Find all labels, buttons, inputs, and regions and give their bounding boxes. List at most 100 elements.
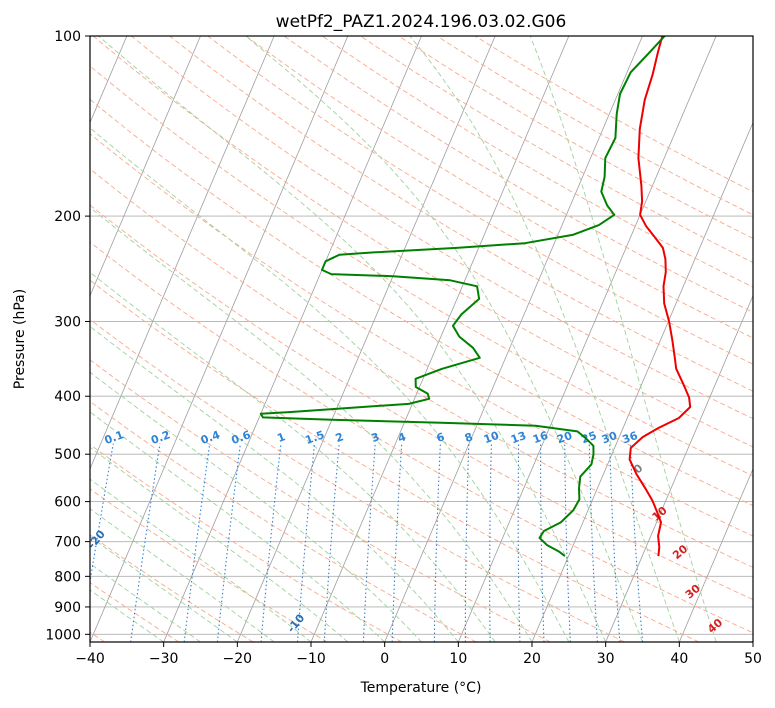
y-tick-label: 400 bbox=[54, 389, 81, 405]
dry-adiabat-line bbox=[436, 36, 753, 216]
y-tick-label: 300 bbox=[54, 314, 81, 330]
x-tick-label: 30 bbox=[597, 651, 615, 667]
mixing-ratio-line bbox=[260, 443, 282, 642]
mixing-ratio-line bbox=[391, 443, 403, 642]
moist-adiabat-line bbox=[90, 536, 238, 642]
x-axis-label: Temperature (°C) bbox=[360, 680, 482, 696]
mixing-ratio-label: 8 bbox=[463, 430, 475, 445]
moist-adiabat-line bbox=[90, 371, 422, 642]
mixing-ratio-line bbox=[90, 443, 114, 586]
x-tick-label: −20 bbox=[223, 651, 253, 667]
x-tick-label: 50 bbox=[744, 651, 762, 667]
dry-adiabat-line bbox=[90, 318, 625, 642]
mixing-ratio-label: 0.6 bbox=[230, 428, 253, 447]
x-tick-label: −30 bbox=[149, 651, 179, 667]
dry-adiabat-line bbox=[474, 36, 753, 193]
mixing-ratio-line bbox=[609, 443, 621, 642]
isotherm-line bbox=[678, 467, 753, 642]
isotherm-line bbox=[605, 294, 753, 642]
mixing-ratio-line bbox=[540, 443, 545, 642]
dry-adiabat-line bbox=[90, 65, 753, 477]
dry-adiabat-line bbox=[322, 36, 753, 288]
x-tick-label: 40 bbox=[670, 651, 688, 667]
x-tick-label: 10 bbox=[449, 651, 467, 667]
mixing-ratio-label: 25 bbox=[580, 429, 599, 446]
x-tick-label: 0 bbox=[380, 651, 389, 667]
moist-adiabat-line bbox=[90, 589, 164, 642]
y-tick-label: 1000 bbox=[45, 627, 81, 643]
mixing-ratio-label: 20 bbox=[555, 429, 574, 447]
mixing-ratio-label: 16 bbox=[531, 429, 550, 447]
dry-adiabat-line bbox=[245, 36, 753, 339]
moist-adiabat-line bbox=[90, 127, 570, 642]
y-axis-ticks: 100 200 300 400 500 600 700 800 900 1000 bbox=[45, 29, 90, 643]
moist-adiabat-line bbox=[90, 325, 459, 642]
mixing-ratio-line bbox=[362, 443, 376, 642]
isotherm-line bbox=[90, 36, 349, 642]
isotherm-line bbox=[90, 36, 201, 297]
dry-adiabat-line bbox=[131, 36, 753, 420]
y-tick-label: 700 bbox=[54, 535, 81, 551]
dry-adiabat-line bbox=[169, 36, 753, 392]
moist-adiabat-line bbox=[90, 508, 275, 642]
mixing-ratio-line bbox=[464, 443, 470, 642]
mixing-ratio-line bbox=[296, 443, 316, 642]
mixing-ratio-line bbox=[323, 443, 340, 642]
mixing-ratio-label: 30 bbox=[600, 429, 619, 447]
mixing-ratio-label: 1.5 bbox=[303, 428, 326, 447]
x-axis-ticks: −40 −30 −20 −10 0 10 20 30 40 50 bbox=[75, 642, 762, 667]
mixing-ratio-label: 10 bbox=[482, 429, 501, 447]
mixing-ratio-label: 13 bbox=[509, 429, 528, 446]
isotherm-line bbox=[90, 36, 275, 470]
mixing-ratio-line bbox=[216, 443, 241, 642]
plot-area bbox=[90, 36, 753, 642]
isotherm-line bbox=[531, 121, 753, 642]
mixing-ratio-label: 0.2 bbox=[149, 428, 172, 447]
moist-adiabat-line bbox=[90, 446, 349, 642]
dry-adiabat-line bbox=[207, 36, 753, 365]
chart-title: wetPf2_PAZ1.2024.196.03.02.G06 bbox=[276, 12, 567, 32]
y-tick-label: 500 bbox=[54, 447, 81, 463]
dry-adiabat-line bbox=[90, 168, 753, 568]
moist-adiabat-line bbox=[90, 206, 533, 642]
temperature-profile-line bbox=[628, 36, 692, 557]
isotherm-line bbox=[384, 36, 643, 642]
x-tick-label: −10 bbox=[296, 651, 326, 667]
y-axis-label: Pressure (hPa) bbox=[12, 289, 28, 389]
isotherm-line bbox=[310, 36, 570, 642]
profile-lines bbox=[259, 36, 692, 557]
dry-adiabat-line bbox=[90, 279, 700, 642]
moist-adiabat-line bbox=[409, 36, 680, 642]
mixing-ratio-line bbox=[489, 443, 492, 642]
mixing-ratio-label: 2 bbox=[334, 430, 346, 445]
moist-adiabat-line bbox=[98, 36, 607, 642]
dry-adiabat-line bbox=[90, 400, 477, 642]
mixing-ratio-line bbox=[564, 443, 571, 642]
mixing-ratio-label: 3 bbox=[370, 430, 382, 445]
y-tick-label: 200 bbox=[54, 209, 81, 225]
isotherm-line bbox=[163, 36, 422, 642]
mixing-ratio-line bbox=[588, 443, 598, 642]
y-tick-label: 100 bbox=[54, 29, 81, 45]
mixing-ratio-label: 6 bbox=[435, 430, 447, 445]
moist-adiabat-line bbox=[90, 478, 312, 642]
mixing-ratio-label: 1 bbox=[276, 430, 288, 445]
dry-adiabat-line bbox=[92, 36, 753, 448]
dewpoint-profile-line bbox=[259, 36, 666, 557]
y-tick-label: 600 bbox=[54, 495, 81, 511]
mixing-ratio-label: 4 bbox=[396, 430, 408, 445]
isotherm-line bbox=[457, 36, 717, 642]
background-lines bbox=[90, 36, 753, 642]
mixing-ratio-line bbox=[433, 443, 441, 642]
dry-adiabat-line bbox=[90, 241, 753, 634]
y-tick-label: 900 bbox=[54, 600, 81, 616]
mixing-ratio-line bbox=[517, 443, 521, 642]
mixing-ratio-label: 36 bbox=[621, 429, 640, 447]
moist-adiabat-line bbox=[90, 271, 496, 642]
isotherm-line bbox=[236, 36, 496, 642]
plot-frame bbox=[89, 35, 754, 643]
mixing-ratio-line bbox=[130, 443, 161, 642]
mixing-ratio-line bbox=[629, 443, 644, 642]
dry-adiabat-line bbox=[360, 36, 753, 264]
